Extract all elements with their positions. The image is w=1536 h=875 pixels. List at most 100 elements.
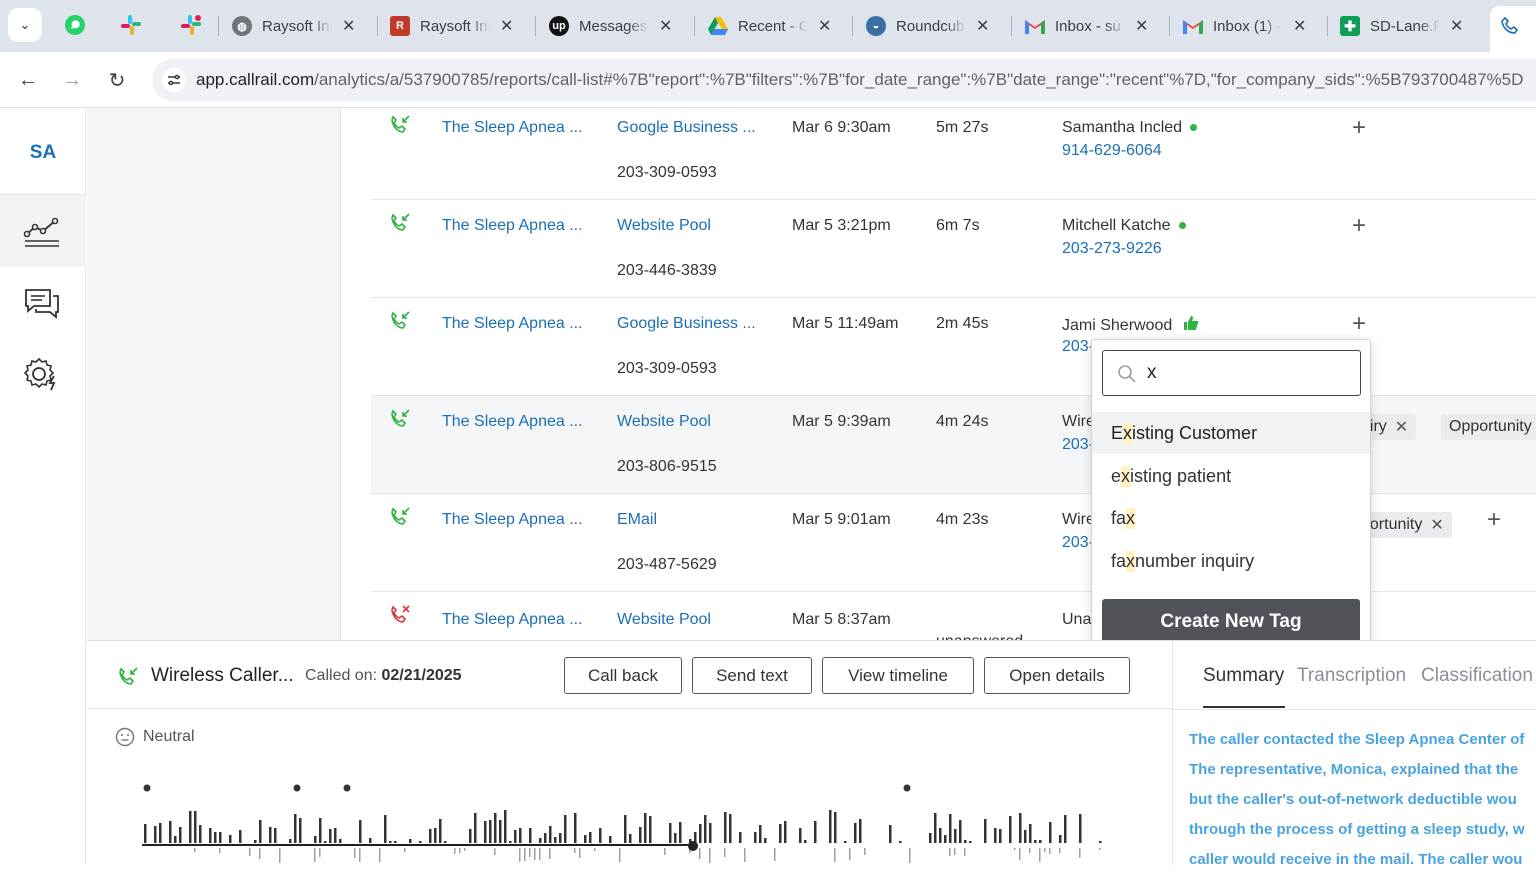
call-detail-header: Wireless Caller... Called on: 02/21/2025… [87, 641, 1172, 709]
waveform-bar [779, 824, 782, 843]
caller-phone-link[interactable]: 203- [1062, 436, 1095, 453]
waveform-bar [509, 841, 512, 843]
table-row[interactable]: The Sleep Apnea ... Google Business ... … [371, 108, 1536, 200]
close-icon[interactable]: ✕ [818, 18, 832, 35]
gmail-icon [1183, 16, 1203, 36]
pinned-tab-whatsapp[interactable] [60, 10, 90, 40]
close-icon[interactable]: ✕ [1450, 18, 1464, 35]
browser-tab-active[interactable] [1490, 6, 1536, 52]
thumbs-up-icon [1183, 316, 1199, 330]
company-link[interactable]: The Sleep Apnea ... [442, 413, 583, 430]
tab-summary[interactable]: Summary [1203, 665, 1285, 686]
add-tag-button[interactable]: + [1352, 114, 1367, 141]
call-audio-waveform[interactable] [142, 781, 1112, 865]
tag-option[interactable]: fa x [1092, 497, 1370, 539]
close-icon[interactable]: ✕ [1135, 18, 1149, 35]
browser-tab[interactable]: ◒ Roundcub ✕ [866, 8, 989, 44]
roundcube-icon: ◒ [866, 16, 886, 36]
account-switcher[interactable]: SA [29, 142, 57, 163]
waveform-bar-channel2 [194, 848, 196, 852]
company-link[interactable]: The Sleep Apnea ... [442, 217, 583, 234]
add-tag-button[interactable]: + [1487, 506, 1502, 533]
tab-search-button[interactable]: ⌄ [8, 8, 42, 42]
waveform-bar [1019, 813, 1022, 843]
source-link[interactable]: Google Business ... [617, 315, 756, 332]
company-link[interactable]: The Sleep Apnea ... [442, 315, 583, 332]
remove-tag-icon[interactable]: ✕ [1394, 419, 1409, 436]
caller-phone-link[interactable]: 914-629-6064 [1062, 142, 1162, 159]
table-row[interactable]: The Sleep Apnea ... EMail 203-487-5629 M… [371, 494, 1536, 592]
close-icon[interactable]: ✕ [500, 18, 514, 35]
tab-classification[interactable]: Classification [1421, 665, 1533, 686]
waveform-bar [389, 841, 392, 843]
waveform-bar-channel2 [454, 848, 456, 854]
playhead-handle[interactable] [688, 841, 698, 851]
tag-search-input[interactable] [1147, 361, 1347, 385]
waveform-bar [239, 830, 242, 843]
waveform-bar-channel2 [574, 848, 576, 853]
company-link[interactable]: The Sleep Apnea ... [442, 119, 583, 136]
waveform-bar-channel2 [534, 848, 536, 860]
waveform-bar [609, 836, 612, 843]
caller-phone-link[interactable]: 203-273-9226 [1062, 240, 1162, 257]
pinned-tab-slack-1[interactable] [116, 10, 146, 40]
remove-tag-icon[interactable]: ✕ [1430, 517, 1444, 534]
table-row[interactable]: The Sleep Apnea ... Website Pool Mar 5 8… [371, 592, 1536, 640]
caller-phone-link[interactable]: 203- [1062, 534, 1095, 551]
create-new-tag-button[interactable]: Create New Tag [1102, 599, 1360, 645]
waveform-bar [669, 823, 672, 843]
browser-tab[interactable]: Recent - G ✕ [708, 8, 831, 44]
waveform-bar-channel2 [664, 848, 666, 855]
browser-tab[interactable]: ◍ Raysoft Inf ✕ [232, 8, 355, 44]
close-icon[interactable]: ✕ [659, 18, 673, 35]
source-link[interactable]: EMail [617, 511, 658, 528]
source-link[interactable]: Website Pool [617, 611, 711, 628]
company-link[interactable]: The Sleep Apnea ... [442, 511, 583, 528]
tab-title: Inbox (1) - [1213, 17, 1282, 35]
reload-button[interactable]: ↻ [101, 64, 133, 96]
waveform-bar-channel2 [1049, 848, 1051, 854]
waveform-bar [844, 841, 847, 843]
waveform-bar [154, 826, 157, 843]
pinned-tab-slack-2[interactable] [176, 10, 206, 40]
browser-tab[interactable]: Inbox (1) - ✕ [1183, 8, 1306, 44]
close-icon[interactable]: ✕ [1293, 18, 1307, 35]
analytics-icon[interactable] [22, 212, 62, 252]
close-icon[interactable]: ✕ [342, 18, 356, 35]
company-link[interactable]: The Sleep Apnea ... [442, 611, 583, 628]
browser-tab[interactable]: ✚ SD-Lane.R ✕ [1340, 8, 1463, 44]
browser-tab[interactable]: R Raysoft Inf ✕ [390, 8, 513, 44]
close-icon[interactable]: ✕ [976, 18, 990, 35]
waveform-bar [359, 820, 362, 843]
open-details-button[interactable]: Open details [984, 657, 1130, 694]
source-link[interactable]: Website Pool [617, 413, 711, 430]
settings-automation-icon[interactable] [22, 354, 62, 394]
waveform-marker[interactable] [343, 784, 351, 792]
forward-button[interactable]: → [56, 64, 88, 96]
address-bar[interactable]: app.callrail.com/analytics/a/537900785/r… [152, 59, 1536, 101]
view-timeline-button[interactable]: View timeline [822, 657, 974, 694]
back-button[interactable]: ← [12, 64, 44, 96]
conversations-icon[interactable] [22, 284, 62, 324]
tag-option[interactable]: e x isting patient [1092, 455, 1370, 497]
tag-chip: Opportunity [1441, 414, 1536, 440]
browser-tab[interactable]: up Messages ✕ [549, 8, 672, 44]
source-link[interactable]: Google Business ... [617, 119, 756, 136]
add-tag-button[interactable]: + [1352, 212, 1367, 239]
waveform-bar [584, 835, 587, 843]
waveform-marker[interactable] [293, 784, 301, 792]
site-info-icon[interactable] [162, 68, 186, 92]
table-row[interactable]: The Sleep Apnea ... Website Pool 203-446… [371, 200, 1536, 298]
source-link[interactable]: Website Pool [617, 217, 711, 234]
call-datetime: Mar 5 11:49am [792, 315, 899, 332]
waveform-marker[interactable] [903, 784, 911, 792]
send-text-button[interactable]: Send text [692, 657, 812, 694]
tab-transcription[interactable]: Transcription [1297, 665, 1407, 686]
tag-search-box[interactable] [1102, 350, 1361, 396]
browser-tab[interactable]: Inbox - su ✕ [1025, 8, 1148, 44]
waveform-marker[interactable] [143, 784, 151, 792]
tag-option[interactable]: fa x number inquiry [1092, 540, 1370, 582]
add-tag-button[interactable]: + [1352, 310, 1367, 337]
call-back-button[interactable]: Call back [564, 657, 682, 694]
